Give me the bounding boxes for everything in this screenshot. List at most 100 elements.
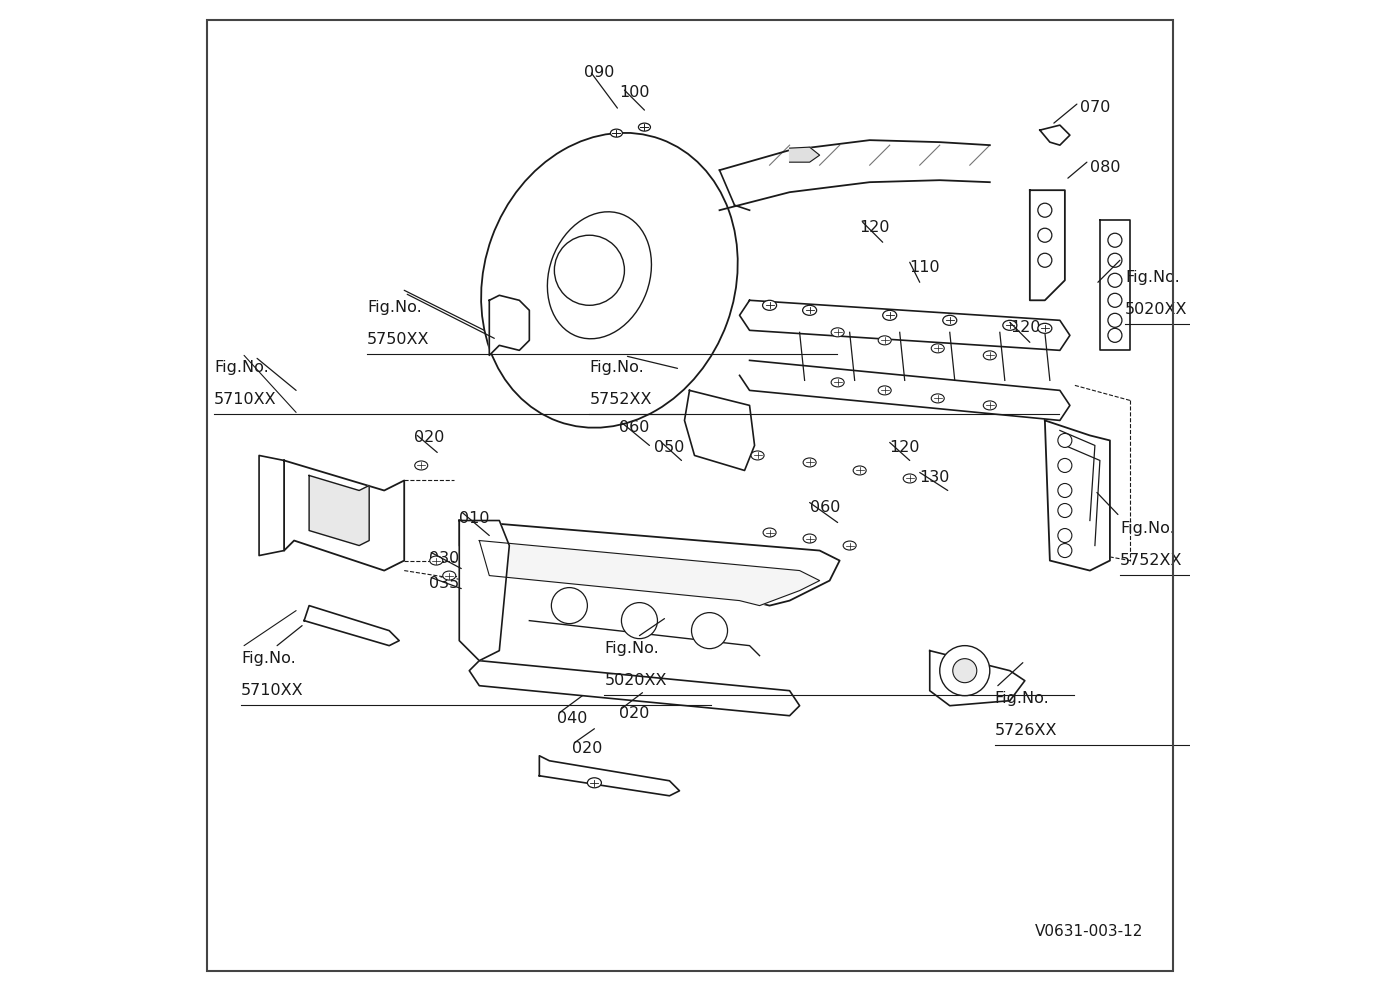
Ellipse shape (763, 300, 776, 310)
Ellipse shape (903, 473, 916, 482)
Polygon shape (1030, 190, 1065, 300)
Text: 5710XX: 5710XX (241, 683, 303, 698)
Text: 020: 020 (572, 741, 603, 756)
Ellipse shape (854, 466, 866, 475)
Text: 120: 120 (1009, 320, 1040, 335)
Polygon shape (929, 651, 1025, 706)
Text: Fig.No.: Fig.No. (994, 691, 1049, 706)
Ellipse shape (443, 571, 456, 581)
Text: 100: 100 (619, 85, 650, 100)
Circle shape (554, 235, 625, 305)
Ellipse shape (638, 123, 651, 131)
Ellipse shape (878, 335, 891, 344)
Ellipse shape (547, 212, 651, 338)
Text: Fig.No.: Fig.No. (1120, 521, 1175, 536)
Circle shape (552, 588, 587, 624)
Text: 030: 030 (429, 551, 459, 566)
Polygon shape (469, 661, 800, 716)
Text: 070: 070 (1080, 100, 1110, 115)
Text: 5726XX: 5726XX (994, 723, 1058, 738)
Text: 5752XX: 5752XX (589, 392, 652, 407)
Circle shape (953, 659, 976, 683)
Text: 035: 035 (429, 576, 459, 591)
Ellipse shape (752, 450, 764, 459)
Ellipse shape (1038, 323, 1052, 333)
Text: Fig.No.: Fig.No. (367, 300, 422, 315)
Circle shape (1107, 233, 1123, 247)
Text: 090: 090 (585, 65, 615, 80)
Polygon shape (539, 756, 680, 796)
Text: 5710XX: 5710XX (214, 392, 277, 407)
Text: 110: 110 (910, 260, 940, 275)
Text: 060: 060 (809, 500, 840, 516)
Text: 010: 010 (459, 511, 490, 526)
Polygon shape (684, 390, 754, 470)
Circle shape (1058, 544, 1071, 558)
Polygon shape (459, 521, 509, 661)
Polygon shape (309, 475, 370, 546)
Text: Fig.No.: Fig.No. (589, 360, 644, 375)
Polygon shape (1100, 220, 1129, 350)
Text: 120: 120 (859, 220, 891, 235)
Text: Fig.No.: Fig.No. (214, 360, 269, 375)
Text: 080: 080 (1089, 160, 1120, 175)
Circle shape (1058, 458, 1071, 472)
Text: 5020XX: 5020XX (1125, 302, 1187, 317)
Ellipse shape (430, 557, 443, 565)
Text: 060: 060 (619, 420, 650, 435)
Ellipse shape (931, 394, 945, 403)
Text: 020: 020 (619, 706, 650, 721)
Ellipse shape (587, 778, 601, 788)
Text: 130: 130 (920, 470, 950, 485)
Circle shape (1038, 203, 1052, 217)
Circle shape (1058, 504, 1071, 518)
Polygon shape (1045, 420, 1110, 571)
Text: 040: 040 (557, 711, 587, 726)
Text: Fig.No.: Fig.No. (604, 641, 659, 656)
Circle shape (1038, 228, 1052, 242)
Text: 020: 020 (414, 430, 444, 445)
Circle shape (1058, 529, 1071, 543)
Ellipse shape (843, 541, 856, 551)
Circle shape (622, 603, 658, 639)
Ellipse shape (943, 315, 957, 325)
Ellipse shape (931, 343, 945, 352)
Ellipse shape (832, 378, 844, 387)
Ellipse shape (611, 129, 622, 137)
Circle shape (1107, 313, 1123, 327)
Ellipse shape (983, 400, 996, 410)
Ellipse shape (983, 351, 996, 360)
Ellipse shape (883, 310, 896, 320)
Polygon shape (284, 460, 404, 571)
Polygon shape (739, 300, 1070, 350)
Text: Fig.No.: Fig.No. (1125, 270, 1179, 285)
Ellipse shape (763, 529, 776, 537)
Ellipse shape (481, 133, 738, 427)
Polygon shape (459, 521, 840, 606)
Ellipse shape (1003, 320, 1016, 330)
Circle shape (939, 646, 990, 696)
Ellipse shape (415, 460, 427, 469)
Circle shape (1058, 433, 1071, 447)
Polygon shape (739, 360, 1070, 420)
Circle shape (1038, 253, 1052, 267)
Circle shape (1107, 273, 1123, 287)
Ellipse shape (803, 535, 816, 543)
Circle shape (1107, 293, 1123, 307)
Text: 120: 120 (889, 440, 920, 455)
Ellipse shape (832, 328, 844, 336)
Text: 5752XX: 5752XX (1120, 553, 1182, 568)
Polygon shape (490, 295, 530, 355)
Ellipse shape (803, 458, 816, 466)
Ellipse shape (878, 385, 891, 394)
Circle shape (1107, 328, 1123, 342)
Text: 5750XX: 5750XX (367, 332, 430, 347)
Ellipse shape (803, 305, 816, 315)
Polygon shape (790, 147, 819, 162)
Circle shape (1107, 253, 1123, 267)
Polygon shape (480, 541, 819, 606)
Text: Fig.No.: Fig.No. (241, 651, 296, 666)
Circle shape (691, 613, 728, 649)
Text: 5020XX: 5020XX (604, 673, 667, 688)
Text: V0631-003-12: V0631-003-12 (1034, 924, 1143, 939)
